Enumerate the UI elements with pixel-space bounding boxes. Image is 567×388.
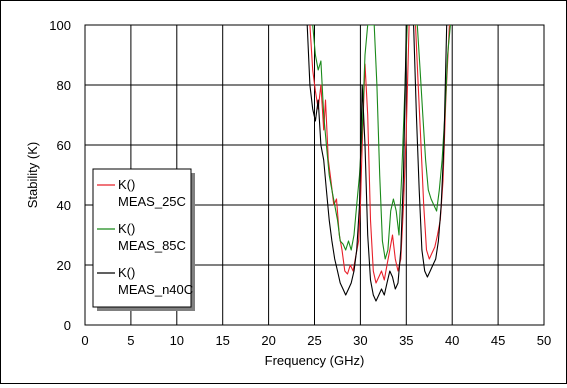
legend-entry-name: MEAS_85C — [118, 238, 186, 253]
x-tick-label: 20 — [261, 333, 275, 348]
x-axis-label: Frequency (GHz) — [265, 353, 365, 368]
series-layer — [306, 25, 451, 302]
y-tick-label: 100 — [49, 18, 71, 33]
x-tick-label: 35 — [399, 333, 413, 348]
y-tick-label: 20 — [57, 258, 71, 273]
legend-entry-label: K() — [118, 177, 135, 192]
y-tick-label: 80 — [57, 78, 71, 93]
x-tick-label: 40 — [445, 333, 459, 348]
x-tick-label: 50 — [537, 333, 551, 348]
x-tick-label: 10 — [170, 333, 184, 348]
y-tick-label: 40 — [57, 198, 71, 213]
x-tick-label: 30 — [353, 333, 367, 348]
legend-entry-name: MEAS_n40C — [118, 282, 193, 297]
legend-entry-name: MEAS_25C — [118, 194, 186, 209]
legend-entry-label: K() — [118, 221, 135, 236]
y-axis-ticks: 0 20 40 60 80 100 — [49, 18, 71, 333]
x-tick-label: 25 — [307, 333, 321, 348]
legend-entry-label: K() — [118, 265, 135, 280]
legend: K() MEAS_25C K() MEAS_85C K() MEAS_n40C — [92, 168, 195, 311]
x-tick-label: 5 — [127, 333, 134, 348]
x-tick-label: 45 — [491, 333, 505, 348]
series-line-meas-n40c — [306, 25, 448, 302]
y-axis-label: Stability (K) — [25, 142, 40, 208]
y-tick-label: 60 — [57, 138, 71, 153]
x-tick-label: 0 — [81, 333, 88, 348]
x-axis-ticks: 0 5 10 15 20 25 30 35 40 45 50 — [81, 333, 551, 348]
x-tick-label: 15 — [215, 333, 229, 348]
y-tick-label: 0 — [64, 318, 71, 333]
series-line-meas-85c — [312, 25, 451, 260]
